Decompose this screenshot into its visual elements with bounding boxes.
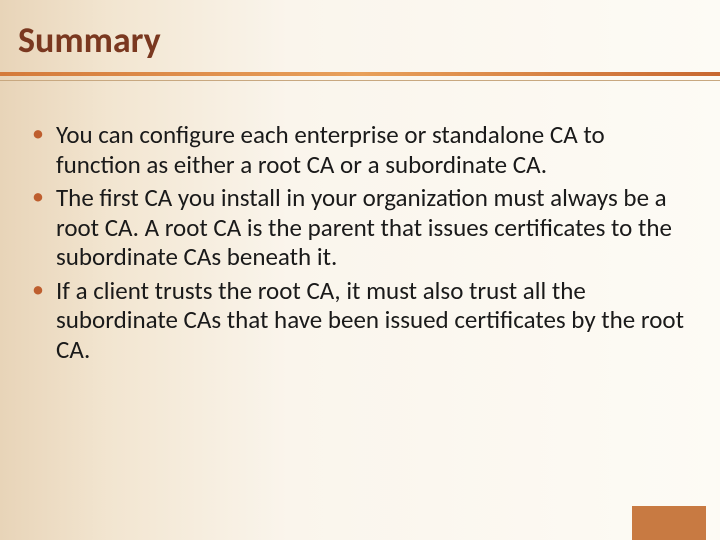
title-divider	[0, 72, 720, 81]
slide-title: Summary	[0, 0, 720, 62]
accent-block-icon	[632, 506, 706, 540]
slide-content: You can configure each enterprise or sta…	[28, 120, 690, 368]
bullet-item: The first CA you install in your organiz…	[28, 183, 690, 272]
bullet-list: You can configure each enterprise or sta…	[28, 120, 690, 364]
bullet-item: If a client trusts the root CA, it must …	[28, 276, 690, 365]
bullet-item: You can configure each enterprise or sta…	[28, 120, 690, 179]
